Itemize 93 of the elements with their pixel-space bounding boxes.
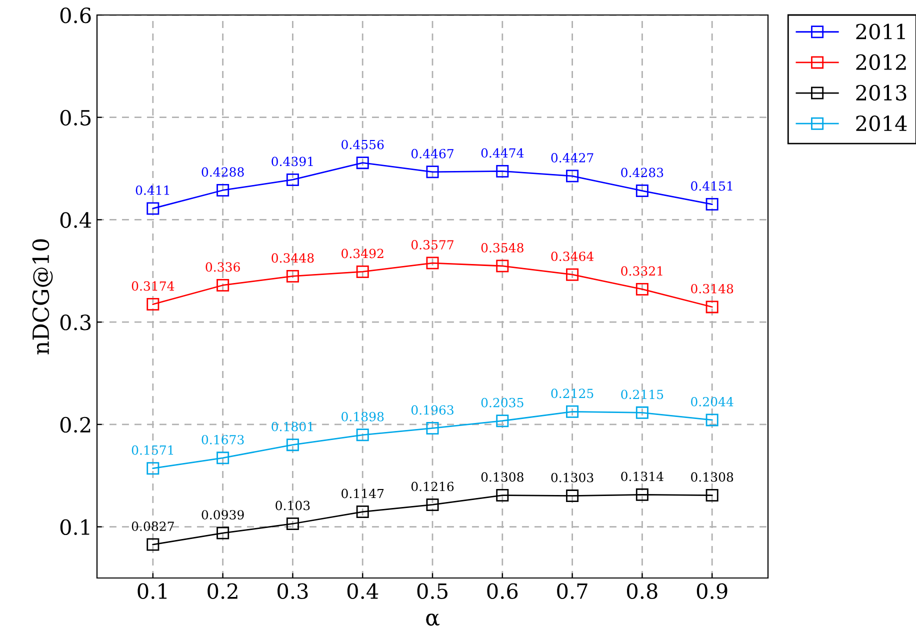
data-label: 0.1308: [481, 472, 524, 482]
data-label: 0.4391: [272, 156, 313, 166]
point: [286, 270, 299, 282]
point: [426, 422, 439, 434]
point: [706, 414, 718, 426]
point: [216, 184, 230, 196]
y-axis-title: nDCG@10: [32, 239, 53, 354]
point: [496, 164, 509, 178]
point: [286, 517, 299, 530]
data-label: 0.2115: [621, 390, 664, 400]
x-tick-label: 0.1: [138, 583, 167, 599]
legend-label: 2012: [856, 54, 906, 70]
data-label: 0.1147: [342, 488, 384, 498]
legend-label: 2014: [856, 115, 907, 132]
point: [216, 278, 230, 292]
point: [356, 156, 369, 170]
point: [636, 488, 648, 501]
point: [496, 260, 509, 272]
point: [216, 526, 230, 540]
data-label: 0.1571: [132, 445, 174, 455]
point: [146, 298, 160, 311]
point: [426, 166, 439, 178]
data-label: 0.3174: [132, 281, 174, 291]
x-tick-label: 0.5: [417, 583, 448, 599]
data-label: 0.4151: [691, 181, 732, 191]
data-label: 0.4467: [411, 148, 454, 158]
y-tick-label: 0.1: [60, 519, 90, 536]
point: [706, 300, 718, 314]
point: [566, 170, 579, 182]
x-tick-label: 0.3: [278, 583, 308, 599]
point: [146, 538, 160, 551]
x-tick-label: 0.6: [487, 583, 518, 599]
data-label: 0.2035: [481, 398, 524, 408]
data-label: 0.4283: [621, 168, 664, 178]
data-label: 0.4474: [481, 148, 524, 158]
x-axis-title: α: [426, 614, 440, 626]
point: [706, 489, 718, 502]
data-label: 0.3492: [342, 248, 384, 258]
point: [426, 498, 439, 511]
x-tick-label: 0.2: [208, 583, 238, 599]
point: [566, 490, 579, 502]
data-label: 0.1673: [202, 434, 244, 444]
point: [566, 405, 579, 418]
data-label: 0.411: [136, 185, 170, 195]
point: [146, 202, 160, 215]
data-label: 0.1303: [551, 472, 594, 482]
y-tick-label: 0.3: [60, 314, 91, 330]
data-label: 0.3321: [621, 266, 662, 276]
data-label: 0.0939: [202, 510, 244, 520]
point: [636, 282, 648, 296]
point: [426, 256, 439, 270]
point: [356, 428, 369, 442]
point: [356, 506, 369, 518]
data-label: 0.2044: [691, 396, 734, 406]
y-tick-label: 0.6: [60, 7, 91, 24]
point: [636, 406, 648, 419]
x-tick-label: 0.9: [696, 583, 728, 599]
data-label: 0.4427: [551, 153, 594, 162]
data-label: 0.2125: [551, 388, 594, 398]
data-label: 0.0827: [132, 522, 174, 531]
data-label: 0.1308: [691, 472, 734, 482]
point: [566, 268, 579, 281]
data-label: 0.1963: [411, 405, 454, 415]
point: [356, 265, 369, 278]
data-label: 0.336: [206, 262, 240, 272]
y-tick-label: 0.2: [60, 416, 90, 433]
x-tick-label: 0.8: [626, 583, 658, 599]
y-tick-label: 0.4: [60, 212, 92, 228]
data-label: 0.103: [276, 500, 310, 510]
point: [496, 414, 509, 428]
y-tick-label: 0.5: [60, 110, 91, 126]
x-tick-label: 0.7: [557, 583, 588, 599]
data-label: 0.4288: [202, 167, 244, 177]
point: [216, 452, 230, 464]
data-label: 0.3548: [481, 243, 524, 252]
data-label: 0.4556: [342, 140, 384, 150]
data-label: 0.1314: [621, 472, 664, 482]
data-label: 0.1801: [272, 422, 313, 432]
data-label: 0.3577: [411, 240, 454, 250]
point: [636, 184, 648, 198]
point: [286, 173, 299, 186]
legend-label: 2011: [856, 24, 905, 40]
point: [706, 198, 718, 211]
point: [496, 489, 509, 502]
data-label: 0.3464: [551, 252, 594, 262]
data-label: 0.1216: [411, 482, 454, 492]
x-tick-label: 0.4: [347, 583, 378, 599]
point: [146, 462, 160, 475]
data-label: 0.1898: [342, 412, 384, 422]
data-label: 0.3148: [691, 284, 734, 294]
data-label: 0.3448: [272, 253, 314, 263]
legend-label: 2013: [856, 84, 906, 101]
point: [286, 438, 299, 452]
